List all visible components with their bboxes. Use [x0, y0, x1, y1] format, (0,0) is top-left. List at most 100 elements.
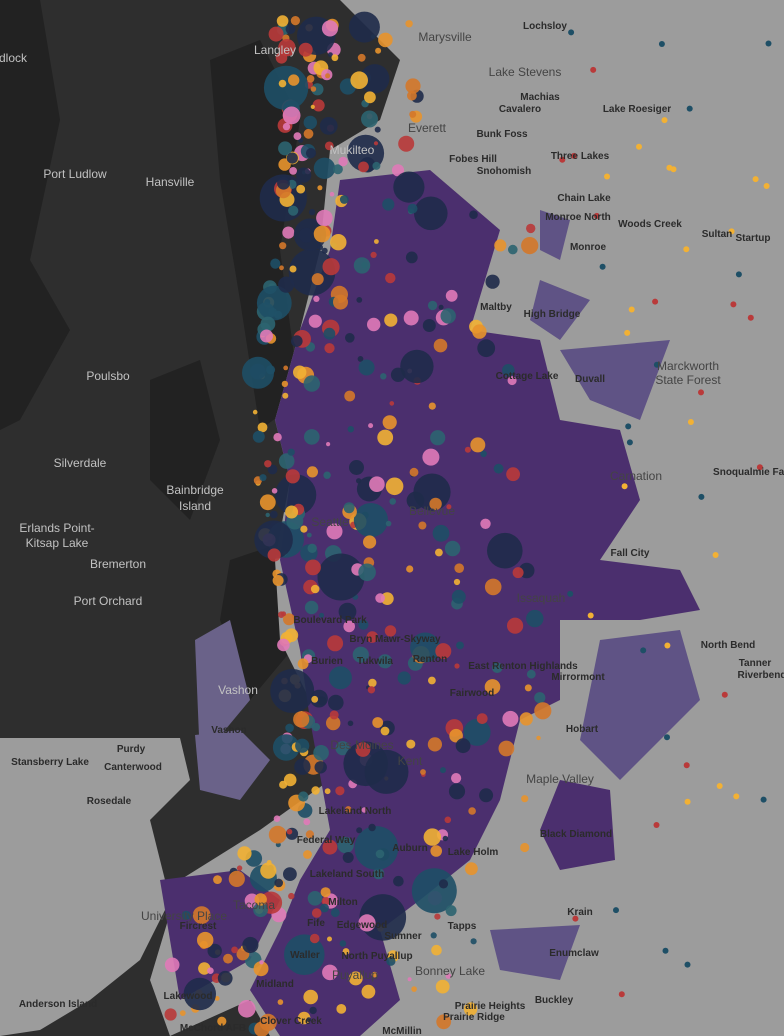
dot — [507, 376, 517, 386]
dot — [382, 415, 397, 430]
dot — [311, 695, 319, 703]
dot — [520, 842, 530, 853]
dot — [664, 734, 670, 741]
dot — [506, 617, 524, 634]
dot — [636, 143, 642, 150]
place-label: Des Moines — [330, 738, 393, 752]
dot — [431, 944, 442, 956]
dot — [238, 1000, 256, 1018]
place-label: Auburn — [392, 843, 428, 854]
dot — [364, 749, 409, 794]
dot — [281, 611, 287, 617]
dot — [319, 612, 325, 618]
dot — [347, 720, 354, 727]
dot — [285, 24, 296, 35]
dot — [274, 878, 284, 888]
dot — [405, 251, 418, 264]
dot — [310, 584, 320, 594]
dot — [526, 669, 536, 679]
place-label: Canterwood — [104, 762, 162, 773]
dot — [265, 512, 270, 518]
dot — [414, 196, 448, 231]
place-label: Issaquah — [517, 591, 566, 605]
dot — [291, 335, 303, 347]
dot — [480, 518, 491, 529]
dot — [752, 176, 759, 183]
dot — [317, 553, 365, 601]
dot — [398, 135, 415, 152]
place-label: Boulevard Park — [293, 615, 367, 626]
dot — [278, 39, 296, 57]
dot — [652, 298, 659, 305]
dot — [684, 961, 691, 968]
dot — [278, 79, 287, 88]
dot — [303, 818, 311, 826]
dot — [409, 467, 419, 477]
dot — [374, 239, 379, 244]
dot — [358, 563, 376, 582]
dot — [405, 78, 421, 94]
dot — [348, 11, 380, 43]
dot — [236, 865, 243, 871]
dot — [730, 301, 737, 308]
dot — [733, 793, 740, 800]
dot — [354, 826, 399, 870]
place-label: Bremerton — [90, 557, 146, 571]
dot — [358, 161, 369, 173]
dot — [484, 578, 502, 596]
place-label: Lake Stevens — [489, 65, 562, 79]
dot — [252, 409, 258, 415]
dot — [277, 638, 290, 652]
place-label: Prairie Heights — [455, 1001, 526, 1012]
dot — [735, 271, 742, 278]
place-label: Kitsap Lake — [26, 536, 89, 550]
dot — [304, 600, 319, 615]
dot — [298, 227, 314, 243]
dot — [429, 497, 442, 511]
dot — [430, 845, 443, 857]
dot — [313, 745, 329, 761]
dot — [413, 473, 451, 511]
place-label: Buckley — [535, 995, 574, 1006]
dot — [307, 543, 317, 553]
dot — [305, 830, 314, 839]
dot — [367, 686, 376, 694]
dot — [508, 244, 518, 255]
dot — [282, 106, 301, 125]
dot — [217, 970, 233, 986]
place-label: Bellevue — [409, 504, 455, 518]
dot — [256, 285, 292, 321]
dot — [664, 642, 671, 649]
dot — [253, 961, 269, 977]
place-label: Waller — [290, 950, 320, 961]
dot — [435, 643, 452, 660]
dot — [640, 647, 647, 654]
dot — [259, 494, 276, 511]
dot — [320, 903, 329, 913]
place-label: Bonney Lake — [415, 964, 485, 978]
place-label: Cottage Lake — [496, 371, 559, 382]
dot — [368, 823, 376, 832]
dot — [283, 613, 295, 626]
dot — [367, 317, 381, 332]
dot — [599, 263, 606, 270]
dot — [526, 223, 536, 234]
dot — [484, 679, 501, 695]
dot — [502, 710, 519, 727]
dot — [328, 52, 333, 57]
place-label: Burien — [311, 656, 343, 667]
dot — [687, 419, 694, 425]
dot — [285, 469, 300, 484]
dot — [285, 723, 294, 733]
dot — [377, 429, 394, 446]
place-label: Woods Creek — [618, 219, 682, 230]
place-label: Vashon — [211, 725, 247, 736]
dot — [428, 402, 436, 410]
dot — [348, 971, 363, 986]
dot — [254, 893, 267, 906]
dot — [571, 152, 577, 159]
place-label: Maltby — [480, 302, 512, 313]
dot — [374, 126, 381, 133]
dot — [372, 717, 384, 728]
dot — [477, 339, 496, 358]
